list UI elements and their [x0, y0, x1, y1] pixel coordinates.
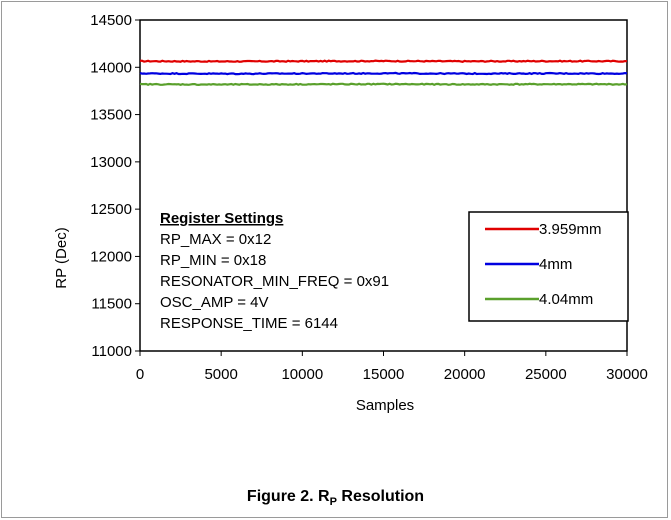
register-settings-note: Register Settings RP_MAX = 0x12 RP_MIN =… [160, 210, 389, 332]
x-axis-ticks: 0 5000 10000 15000 20000 25000 30000 [136, 351, 648, 383]
caption-suffix: Resolution [336, 488, 425, 505]
caption-subscript: P [329, 496, 337, 509]
legend-label: 3.959mm [539, 221, 602, 238]
y-tick-label: 12000 [90, 248, 132, 265]
register-settings-heading: Register Settings [160, 210, 283, 227]
x-tick-label: 0 [136, 366, 144, 383]
figure-caption: Figure 2. RP Resolution [0, 488, 671, 508]
series-line-0 [139, 59, 628, 63]
x-tick-label: 5000 [204, 366, 237, 383]
y-tick-label: 13500 [90, 107, 132, 124]
y-tick-label: 12500 [90, 201, 132, 218]
legend-label: 4.04mm [539, 291, 593, 308]
register-setting-line: RP_MIN = 0x18 [160, 252, 266, 269]
y-axis-ticks: 11000 11500 12000 12500 13000 13500 14000 14500 [90, 12, 140, 360]
register-setting-line: RESONATOR_MIN_FREQ = 0x91 [160, 273, 389, 290]
register-setting-line: RESPONSE_TIME = 6144 [160, 315, 338, 332]
legend-label: 4mm [539, 256, 572, 273]
x-tick-label: 30000 [606, 366, 648, 383]
register-setting-line: RP_MAX = 0x12 [160, 231, 271, 248]
register-setting-line: OSC_AMP = 4V [160, 294, 269, 311]
y-tick-label: 11500 [91, 296, 132, 313]
rp-resolution-chart: 11000 11500 12000 12500 13000 13500 14000 14500… [53, 12, 648, 414]
x-tick-label: 15000 [363, 366, 405, 383]
y-axis-title: RP (Dec) [53, 227, 70, 288]
series-line-2 [139, 82, 628, 87]
y-tick-label: 11000 [91, 343, 132, 360]
y-tick-label: 14000 [90, 59, 132, 76]
x-tick-label: 10000 [281, 366, 323, 383]
series-line-1 [139, 71, 628, 76]
x-tick-label: 20000 [444, 366, 486, 383]
y-tick-label: 14500 [90, 12, 132, 29]
caption-prefix: Figure 2. R [246, 488, 330, 505]
y-tick-label: 13000 [90, 154, 132, 171]
x-tick-label: 25000 [525, 366, 567, 383]
series-layer [139, 59, 628, 87]
x-axis-title: Samples [356, 397, 414, 414]
legend: 3.959mm 4mm 4.04mm [468, 211, 629, 322]
